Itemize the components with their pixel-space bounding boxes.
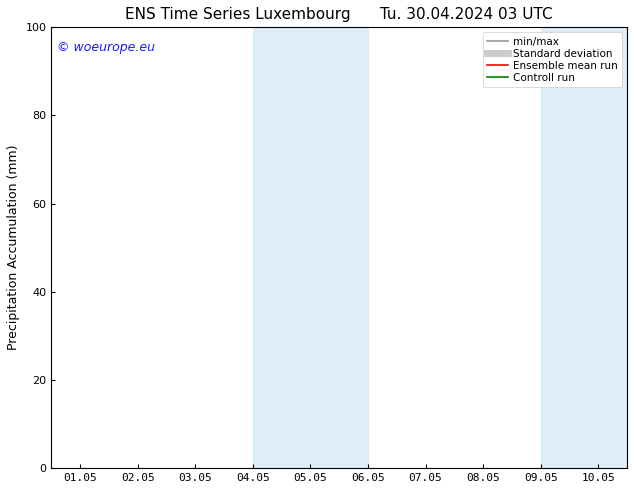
Title: ENS Time Series Luxembourg      Tu. 30.04.2024 03 UTC: ENS Time Series Luxembourg Tu. 30.04.202… [126, 7, 553, 22]
Text: © woeurope.eu: © woeurope.eu [57, 41, 155, 53]
Y-axis label: Precipitation Accumulation (mm): Precipitation Accumulation (mm) [7, 145, 20, 350]
Bar [541, 27, 627, 468]
Bar [253, 27, 368, 468]
Legend: min/max, Standard deviation, Ensemble mean run, Controll run: min/max, Standard deviation, Ensemble me… [482, 32, 622, 87]
